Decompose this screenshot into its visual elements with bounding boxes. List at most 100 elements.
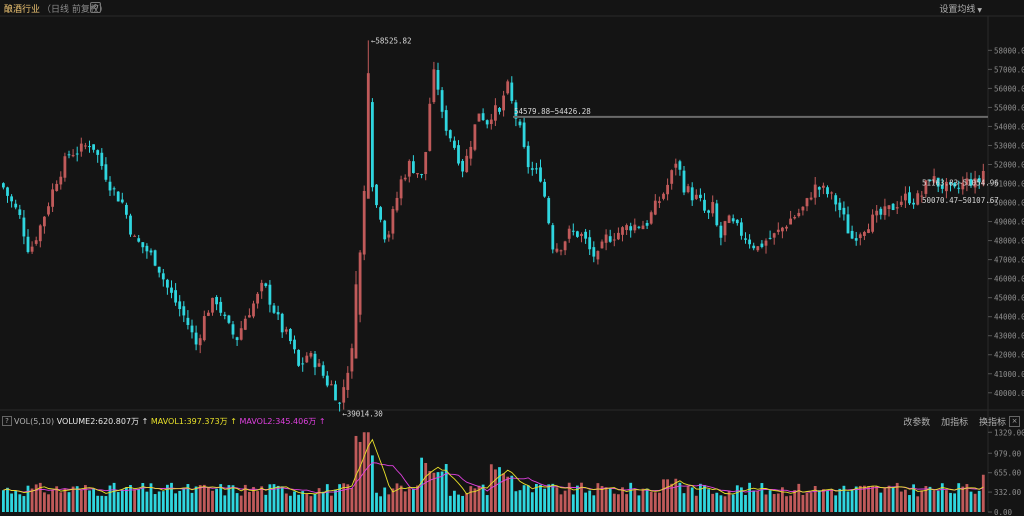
candle-body-209	[858, 234, 862, 239]
candle-body-56	[231, 324, 235, 335]
candle-body-78	[321, 365, 325, 376]
candle-body-132	[543, 181, 546, 197]
candle-body-92	[379, 207, 382, 220]
switch-indicator-button[interactable]: 换指标	[978, 418, 1006, 428]
candle-body-178	[731, 218, 735, 222]
candle-body-232	[953, 183, 956, 187]
volume-bar-176	[723, 496, 727, 512]
candle-body-33	[137, 238, 141, 242]
price-tick-label-17: 41000.0	[994, 370, 1024, 379]
candle-body-102	[420, 174, 423, 176]
volume-bar-60	[248, 491, 251, 512]
candle-body-141	[580, 233, 583, 236]
volume-bar-104	[428, 470, 432, 512]
price-tick-label-6: 52000.0	[994, 160, 1024, 169]
candle-body-112	[461, 160, 464, 172]
volume-bar-63	[260, 486, 264, 512]
candle-body-111	[457, 145, 460, 164]
candle-body-198	[813, 184, 817, 198]
candle-body-35	[145, 245, 149, 252]
volume-bar-162	[666, 479, 669, 512]
volume-bar-31	[129, 485, 132, 512]
volume-bar-215	[883, 487, 887, 512]
volume-bar-192	[789, 495, 792, 512]
candle-body-58	[239, 328, 243, 340]
candle-body-19	[79, 143, 83, 152]
volume-bar-153	[629, 482, 633, 512]
candle-body-120	[494, 105, 497, 121]
candle-body-205	[842, 207, 846, 215]
price-tick-label-14: 44000.0	[994, 313, 1024, 322]
candle-body-234	[961, 182, 965, 190]
price-tick-label-12: 46000.0	[994, 275, 1024, 284]
volume2-value: VOLUME2:620.80	[56, 417, 126, 426]
candle-body-134	[551, 225, 555, 250]
candle-body-202	[830, 192, 833, 194]
candle-body-196	[805, 198, 809, 207]
volume-bar-233	[957, 483, 961, 512]
volume-bar-125	[514, 491, 518, 512]
volume-bar-75	[309, 496, 313, 512]
volume-bar-101	[416, 485, 419, 512]
volume-bar-96	[395, 483, 399, 512]
candle-body-164	[674, 163, 678, 168]
change-params-button[interactable]: 改参数	[903, 418, 931, 428]
candle-body-116	[477, 113, 481, 122]
candle-body-125	[514, 102, 518, 119]
candle-body-159	[653, 200, 657, 215]
add-indicator-button[interactable]: 加指标	[941, 418, 969, 428]
candle-body-229	[940, 184, 944, 189]
volume-bar-55	[227, 485, 231, 512]
candle-body-231	[949, 182, 952, 185]
volume-bar-126	[518, 490, 522, 512]
mavol1-line	[3, 438, 984, 495]
volume-bar-195	[801, 494, 805, 512]
ma-setting-button[interactable]: 设置均线 ▼	[939, 2, 982, 15]
candle-body-91	[375, 184, 378, 206]
volume-bar-210	[863, 485, 866, 512]
candle-body-4	[18, 209, 22, 216]
gear-icon[interactable]: ⚙	[90, 2, 101, 13]
volume-bar-73	[301, 491, 305, 512]
candle-body-118	[485, 120, 489, 125]
candle-body-73	[301, 363, 305, 365]
candle-body-11	[47, 206, 50, 215]
volume-legend: VOL(5,10) VOLUME2:620.807万 ↑ MAVOL1:397.…	[14, 416, 326, 427]
volume-bar-205	[842, 485, 846, 512]
volume-bar-108	[444, 464, 448, 512]
help-icon[interactable]: ?	[2, 416, 12, 426]
volume-bar-121	[498, 467, 501, 512]
volume-bar-8	[34, 484, 38, 512]
volume-bar-223	[916, 496, 920, 512]
close-icon[interactable]: ×	[1009, 416, 1020, 427]
volume-bar-202	[830, 489, 833, 512]
volume-bar-71	[293, 491, 296, 512]
candle-body-235	[965, 178, 969, 185]
price-tick-label-18: 40000.0	[994, 389, 1024, 398]
candle-body-104	[428, 103, 432, 151]
candle-body-75	[309, 352, 313, 357]
volume-bar-59	[243, 484, 247, 512]
candle-body-67	[276, 312, 280, 315]
volume-bar-32	[133, 489, 136, 512]
candle-body-200	[822, 185, 825, 188]
volume-bar-111	[457, 494, 460, 512]
volume-bar-95	[391, 488, 395, 512]
candle-body-61	[252, 303, 255, 317]
candle-body-191	[785, 226, 788, 229]
candle-body-144	[592, 247, 596, 257]
candle-body-239	[981, 170, 985, 185]
volume-bar-209	[858, 485, 862, 512]
volume-bar-39	[161, 491, 165, 512]
volume-bar-56	[231, 485, 235, 512]
candle-body-210	[863, 232, 866, 236]
volume-bar-17	[71, 486, 75, 512]
volume-bar-213	[875, 486, 879, 512]
candle-body-221	[908, 192, 911, 204]
candle-body-64	[264, 283, 268, 287]
candle-body-223	[916, 193, 920, 205]
volume-bar-117	[481, 484, 485, 512]
candle-body-105	[432, 69, 436, 103]
candle-body-129	[530, 168, 534, 170]
